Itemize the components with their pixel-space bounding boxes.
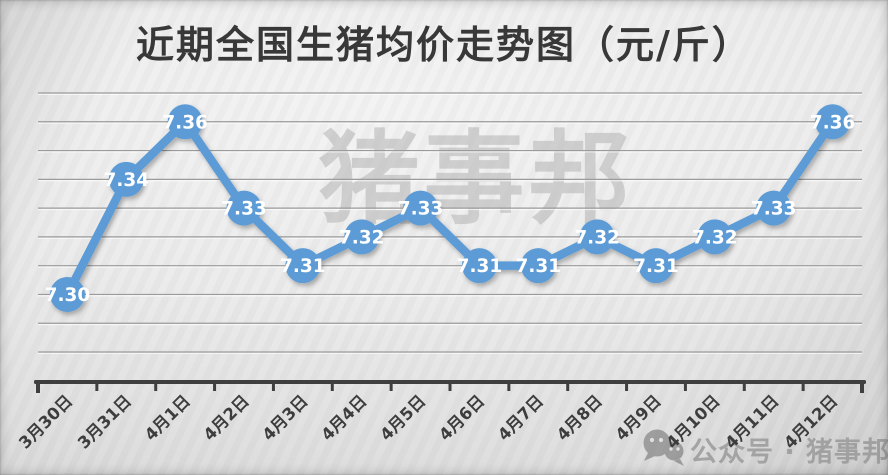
data-point-marker bbox=[520, 248, 556, 284]
data-point-label: 7.31 bbox=[280, 256, 326, 277]
data-point-marker bbox=[285, 248, 321, 284]
axis-tick bbox=[330, 382, 334, 391]
x-axis-label: 3月30日 bbox=[15, 391, 76, 452]
axis-tick bbox=[507, 382, 511, 391]
data-point-marker bbox=[108, 161, 144, 197]
data-point-label: 7.36 bbox=[810, 112, 856, 133]
chart-title: 近期全国生猪均价走势图（元/斤） bbox=[136, 22, 752, 67]
axis-tick bbox=[625, 382, 629, 391]
bottom-watermark: 公众号 · 猪事邦 bbox=[643, 429, 888, 468]
data-point-marker bbox=[226, 190, 262, 226]
data-point-labels: 7.30 7.34 7.36 7.33 7.31 7.32 7.33 7.31 7.31 7.32… bbox=[45, 112, 856, 306]
data-point-marker bbox=[49, 276, 85, 312]
x-axis-label: 4月1日 bbox=[141, 391, 194, 444]
axis-tick bbox=[389, 382, 393, 391]
price-line-series bbox=[49, 104, 851, 312]
data-point-label: 7.33 bbox=[398, 199, 444, 220]
data-point-marker bbox=[167, 104, 203, 140]
x-axis-label: 4月5日 bbox=[376, 391, 429, 444]
axis-tick bbox=[213, 382, 217, 391]
data-point-marker bbox=[697, 219, 733, 255]
bottom-watermark-text: 公众号 · 猪事邦 bbox=[690, 437, 888, 468]
data-point-marker bbox=[815, 104, 851, 140]
axis-tick bbox=[860, 382, 864, 393]
x-axis-label: 4月8日 bbox=[553, 391, 606, 444]
data-point-label: 7.32 bbox=[574, 227, 620, 248]
x-axis bbox=[34, 380, 866, 393]
x-axis-label: 4月3日 bbox=[259, 391, 312, 444]
axis-tick bbox=[271, 382, 275, 391]
data-point-marker bbox=[579, 219, 615, 255]
data-point-marker bbox=[403, 190, 439, 226]
data-point-label: 7.32 bbox=[339, 227, 385, 248]
axis-tick bbox=[448, 382, 452, 391]
data-point-label: 7.31 bbox=[633, 256, 679, 277]
x-axis-label: 4月7日 bbox=[494, 391, 547, 444]
data-point-marker bbox=[638, 248, 674, 284]
data-point-label: 7.31 bbox=[457, 256, 503, 277]
data-point-label: 7.33 bbox=[751, 199, 797, 220]
axis-tick bbox=[801, 382, 805, 391]
x-axis-label: 4月2日 bbox=[200, 391, 253, 444]
data-point-marker bbox=[461, 248, 497, 284]
x-axis-label: 3月31日 bbox=[74, 391, 135, 452]
data-point-label: 7.32 bbox=[692, 227, 738, 248]
data-point-label: 7.33 bbox=[221, 199, 267, 220]
axis-tick bbox=[36, 382, 40, 393]
data-point-label: 7.30 bbox=[45, 285, 91, 306]
axis-tick bbox=[742, 382, 746, 391]
axis-tick bbox=[566, 382, 570, 391]
data-point-marker bbox=[756, 190, 792, 226]
axis-tick bbox=[95, 382, 99, 391]
data-point-label: 7.31 bbox=[515, 256, 561, 277]
data-point-marker bbox=[344, 219, 380, 255]
data-point-label: 7.34 bbox=[103, 170, 149, 191]
wechat-icon bbox=[643, 429, 684, 466]
x-axis-label: 4月4日 bbox=[318, 391, 371, 444]
x-axis-label: 4月6日 bbox=[435, 391, 488, 444]
data-point-label: 7.36 bbox=[162, 112, 208, 133]
axis-tick bbox=[154, 382, 158, 391]
axis-tick bbox=[683, 382, 687, 391]
